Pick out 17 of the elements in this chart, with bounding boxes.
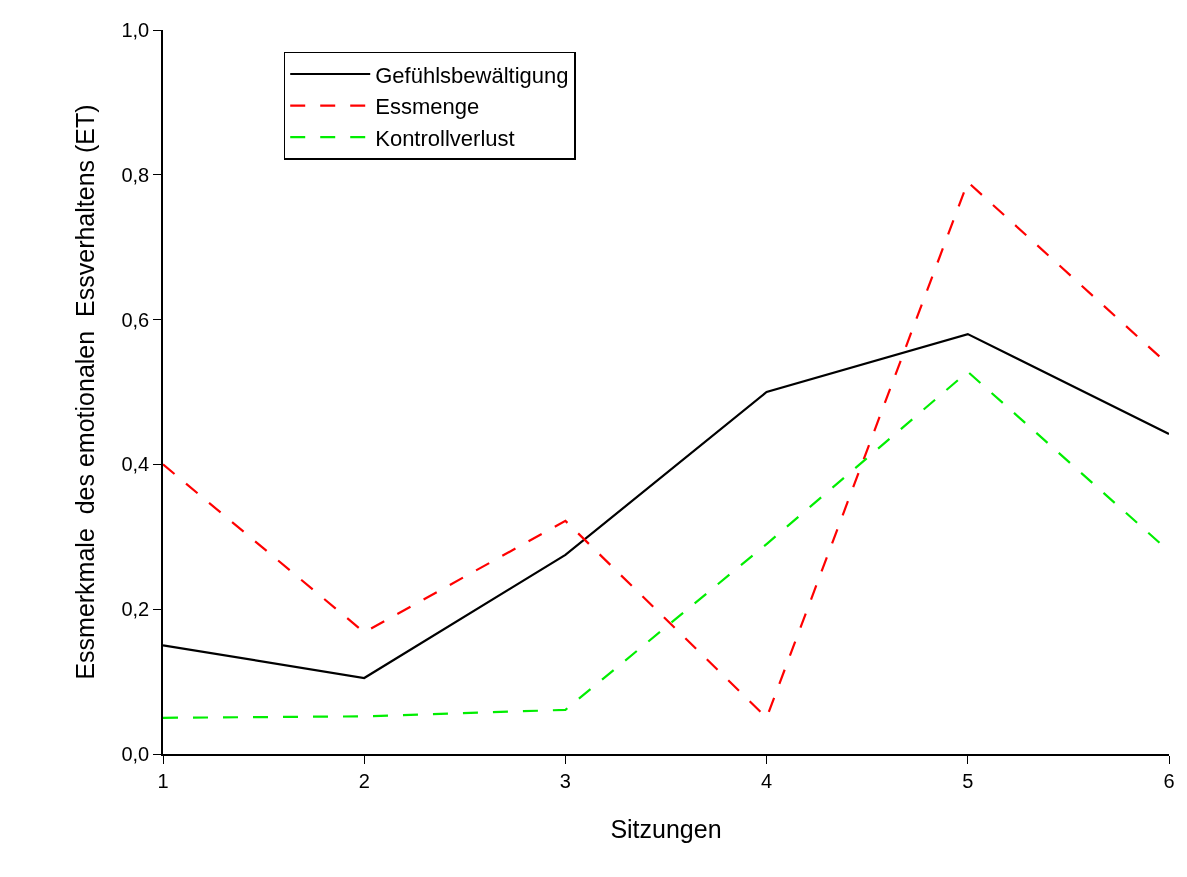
x-axis-title: Sitzungen xyxy=(610,815,722,844)
x-tick-label: 4 xyxy=(761,769,773,792)
y-tick-label: 1,0 xyxy=(121,19,150,41)
y-tick-label: 0,0 xyxy=(121,743,150,765)
legend-label: Gefühlsbewältigung xyxy=(375,62,569,88)
x-tick-label: 2 xyxy=(358,769,370,792)
x-tick-label: 6 xyxy=(1163,769,1175,792)
legend-label: Essmenge xyxy=(375,94,480,120)
y-tick-label: 0,2 xyxy=(121,598,150,621)
x-tick-label: 5 xyxy=(962,769,974,792)
y-axis-title: Essmerkmale des emotionalen Essverhaltens (ET) xyxy=(70,104,99,680)
y-tick-label: 0,8 xyxy=(121,163,150,186)
y-tick-label: 0,6 xyxy=(121,308,150,331)
x-tick-label: 3 xyxy=(559,769,571,792)
x-tick-label: 1 xyxy=(157,769,169,792)
y-tick-label: 0,4 xyxy=(121,453,150,476)
legend-label: Kontrollverlust xyxy=(375,125,515,151)
